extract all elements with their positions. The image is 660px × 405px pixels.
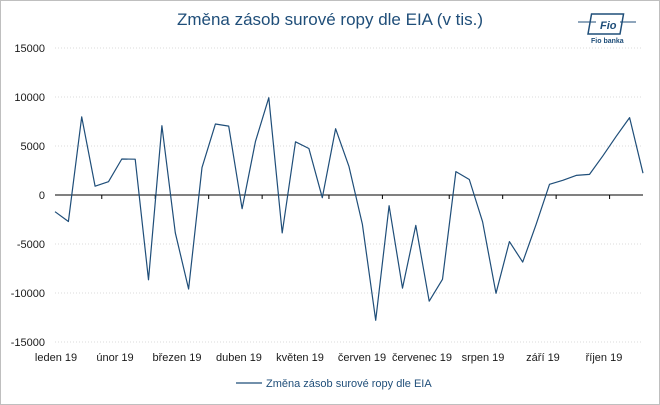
x-tick-label: květen 19 — [276, 352, 324, 364]
y-tick-label: -10000 — [11, 288, 45, 300]
x-tick-label: březen 19 — [153, 352, 202, 364]
series-line — [54, 97, 644, 321]
y-tick-label: 5000 — [21, 141, 45, 153]
y-tick-label: 10000 — [14, 92, 45, 104]
x-tick-label: únor 19 — [96, 352, 133, 364]
x-tick-label: leden 19 — [35, 352, 77, 364]
logo-text: Fio banka — [591, 38, 624, 45]
legend: Změna zásob surové ropy dle EIA — [236, 378, 432, 390]
legend-label: Změna zásob surové ropy dle EIA — [266, 378, 432, 390]
logo-mark: Fio — [600, 20, 617, 32]
x-tick-label: duben 19 — [216, 352, 262, 364]
y-tick-label: 0 — [39, 190, 45, 202]
y-tick-label: -15000 — [11, 337, 45, 349]
fio-logo: Fio Fio banka — [578, 13, 636, 45]
y-tick-label: 15000 — [14, 43, 45, 55]
x-tick-label: říjen 19 — [586, 352, 623, 364]
x-tick-label: červenec 19 — [392, 352, 452, 364]
x-tick-label: červen 19 — [338, 352, 386, 364]
chart-title: Změna zásob surové ropy dle EIA (v tis.) — [176, 10, 484, 29]
x-tick-label: srpen 19 — [462, 352, 505, 364]
x-tick-label: září 19 — [526, 352, 560, 364]
y-tick-label: -5000 — [17, 239, 45, 251]
